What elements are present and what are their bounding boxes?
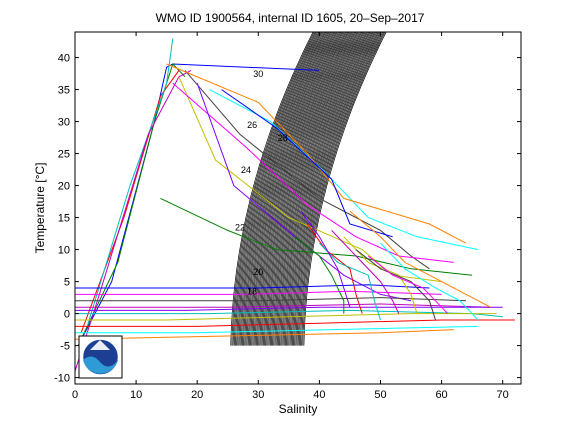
profile-line xyxy=(75,329,454,340)
profile-line xyxy=(355,249,436,321)
isopycnal-line xyxy=(251,32,335,346)
isopycnal-line xyxy=(302,32,386,346)
isopycnal-line xyxy=(296,32,380,346)
series-layer xyxy=(75,38,515,372)
isopycnal-line xyxy=(235,32,319,346)
isopycnal-line xyxy=(246,32,330,346)
isopycnal-label: 24 xyxy=(241,165,251,175)
isopycnal-line xyxy=(247,32,331,346)
isopycnal-line xyxy=(250,32,334,346)
y-tick-label: 5 xyxy=(64,277,70,289)
x-tick-label: 70 xyxy=(497,389,509,401)
x-tick-label: 0 xyxy=(72,389,78,401)
isopycnal-line xyxy=(242,32,326,346)
isopycnal-line xyxy=(231,32,315,346)
profile-line xyxy=(75,325,479,334)
isopycnal-label: 20 xyxy=(253,267,263,277)
y-tick-label: 20 xyxy=(58,181,70,193)
profile-line xyxy=(294,236,345,314)
y-axis-ticks: -10 -5 0 5 10 15 20 25 30 35 40 xyxy=(54,53,521,385)
profile-line xyxy=(75,297,467,302)
isopycnal-line xyxy=(252,32,336,346)
profile-line xyxy=(75,303,491,308)
chart-title: WMO ID 1900564, internal ID 1605, 20–Sep… xyxy=(156,11,425,25)
isopycnal-line xyxy=(257,32,341,346)
isopycnal-line xyxy=(294,32,378,346)
profile-line xyxy=(306,223,363,314)
profile-line xyxy=(300,210,351,308)
profile-line xyxy=(178,76,442,283)
y-tick-label: -10 xyxy=(54,373,70,385)
y-tick-label: 35 xyxy=(58,85,70,97)
profile-line xyxy=(172,82,454,263)
x-tick-label: 40 xyxy=(313,389,325,401)
isopycnal-line xyxy=(236,32,320,346)
profile-line xyxy=(380,242,479,321)
isopycnal-line xyxy=(301,32,385,346)
profile-line xyxy=(343,236,418,314)
profile-line xyxy=(77,63,320,346)
isopycnal-line xyxy=(255,32,339,346)
y-tick-label: 15 xyxy=(58,213,70,225)
noaa-logo xyxy=(78,335,123,379)
isopycnal-line xyxy=(237,32,321,346)
x-axis-label: Salinity xyxy=(279,402,318,416)
isopycnal-line xyxy=(249,32,332,346)
isopycnal-line xyxy=(243,32,327,346)
profile-line xyxy=(160,197,473,276)
x-tick-label: 30 xyxy=(252,389,264,401)
x-axis-ticks: 0 10 20 30 40 50 60 70 xyxy=(72,32,509,401)
y-axis-label: Temperature [°C] xyxy=(33,163,47,254)
profile-line xyxy=(75,290,442,295)
y-tick-label: 0 xyxy=(64,309,70,321)
y-tick-label: 30 xyxy=(58,117,70,129)
x-tick-label: 60 xyxy=(435,389,447,401)
isopycnal-line xyxy=(254,32,338,346)
profile-line xyxy=(75,313,497,321)
isopycnal-line xyxy=(258,32,342,346)
y-tick-label: 10 xyxy=(58,245,70,257)
profile-line xyxy=(75,284,430,289)
isopycnal-line xyxy=(232,32,316,346)
profile-line xyxy=(221,89,393,238)
isopycnal-line xyxy=(260,32,344,346)
isopycnal-line xyxy=(297,32,381,346)
isopycnal-line xyxy=(253,32,337,346)
isopycnal-line xyxy=(233,32,317,346)
profile-line xyxy=(319,242,381,321)
profile-line xyxy=(367,255,449,314)
isopycnal-line xyxy=(245,32,329,346)
x-tick-label: 50 xyxy=(374,389,386,401)
isopycnal-line xyxy=(238,32,322,346)
profile-line xyxy=(331,230,400,314)
plot-frame xyxy=(74,31,522,385)
profile-line xyxy=(75,306,503,311)
isopycnal-labels: 30 28 26 24 22 20 18 xyxy=(235,69,288,297)
isopycnal-line xyxy=(298,32,382,346)
isopycnal-line xyxy=(240,32,324,346)
profile-line xyxy=(166,63,467,244)
isopycnal-label: 30 xyxy=(253,69,263,79)
y-tick-label: 40 xyxy=(58,53,70,65)
isopycnal-label: 22 xyxy=(235,222,245,232)
x-tick-label: 10 xyxy=(130,389,142,401)
isopycnal-line xyxy=(300,32,384,346)
isopycnal-label: 26 xyxy=(247,120,257,130)
isopycnal-line xyxy=(259,32,343,346)
isopycnal-band xyxy=(230,32,387,346)
isopycnal-label: 28 xyxy=(278,133,288,143)
isopycnal-line xyxy=(239,32,323,346)
isopycnal-label: 18 xyxy=(247,286,257,296)
profile-line xyxy=(75,319,515,327)
profile-line xyxy=(75,309,503,318)
x-tick-label: 20 xyxy=(191,389,203,401)
y-tick-label: 25 xyxy=(58,149,70,161)
isopycnal-line xyxy=(295,32,379,346)
isopycnal-line xyxy=(244,32,328,346)
y-tick-label: -5 xyxy=(60,341,70,353)
isopycnal-line xyxy=(303,32,387,346)
profile-line xyxy=(349,210,491,308)
